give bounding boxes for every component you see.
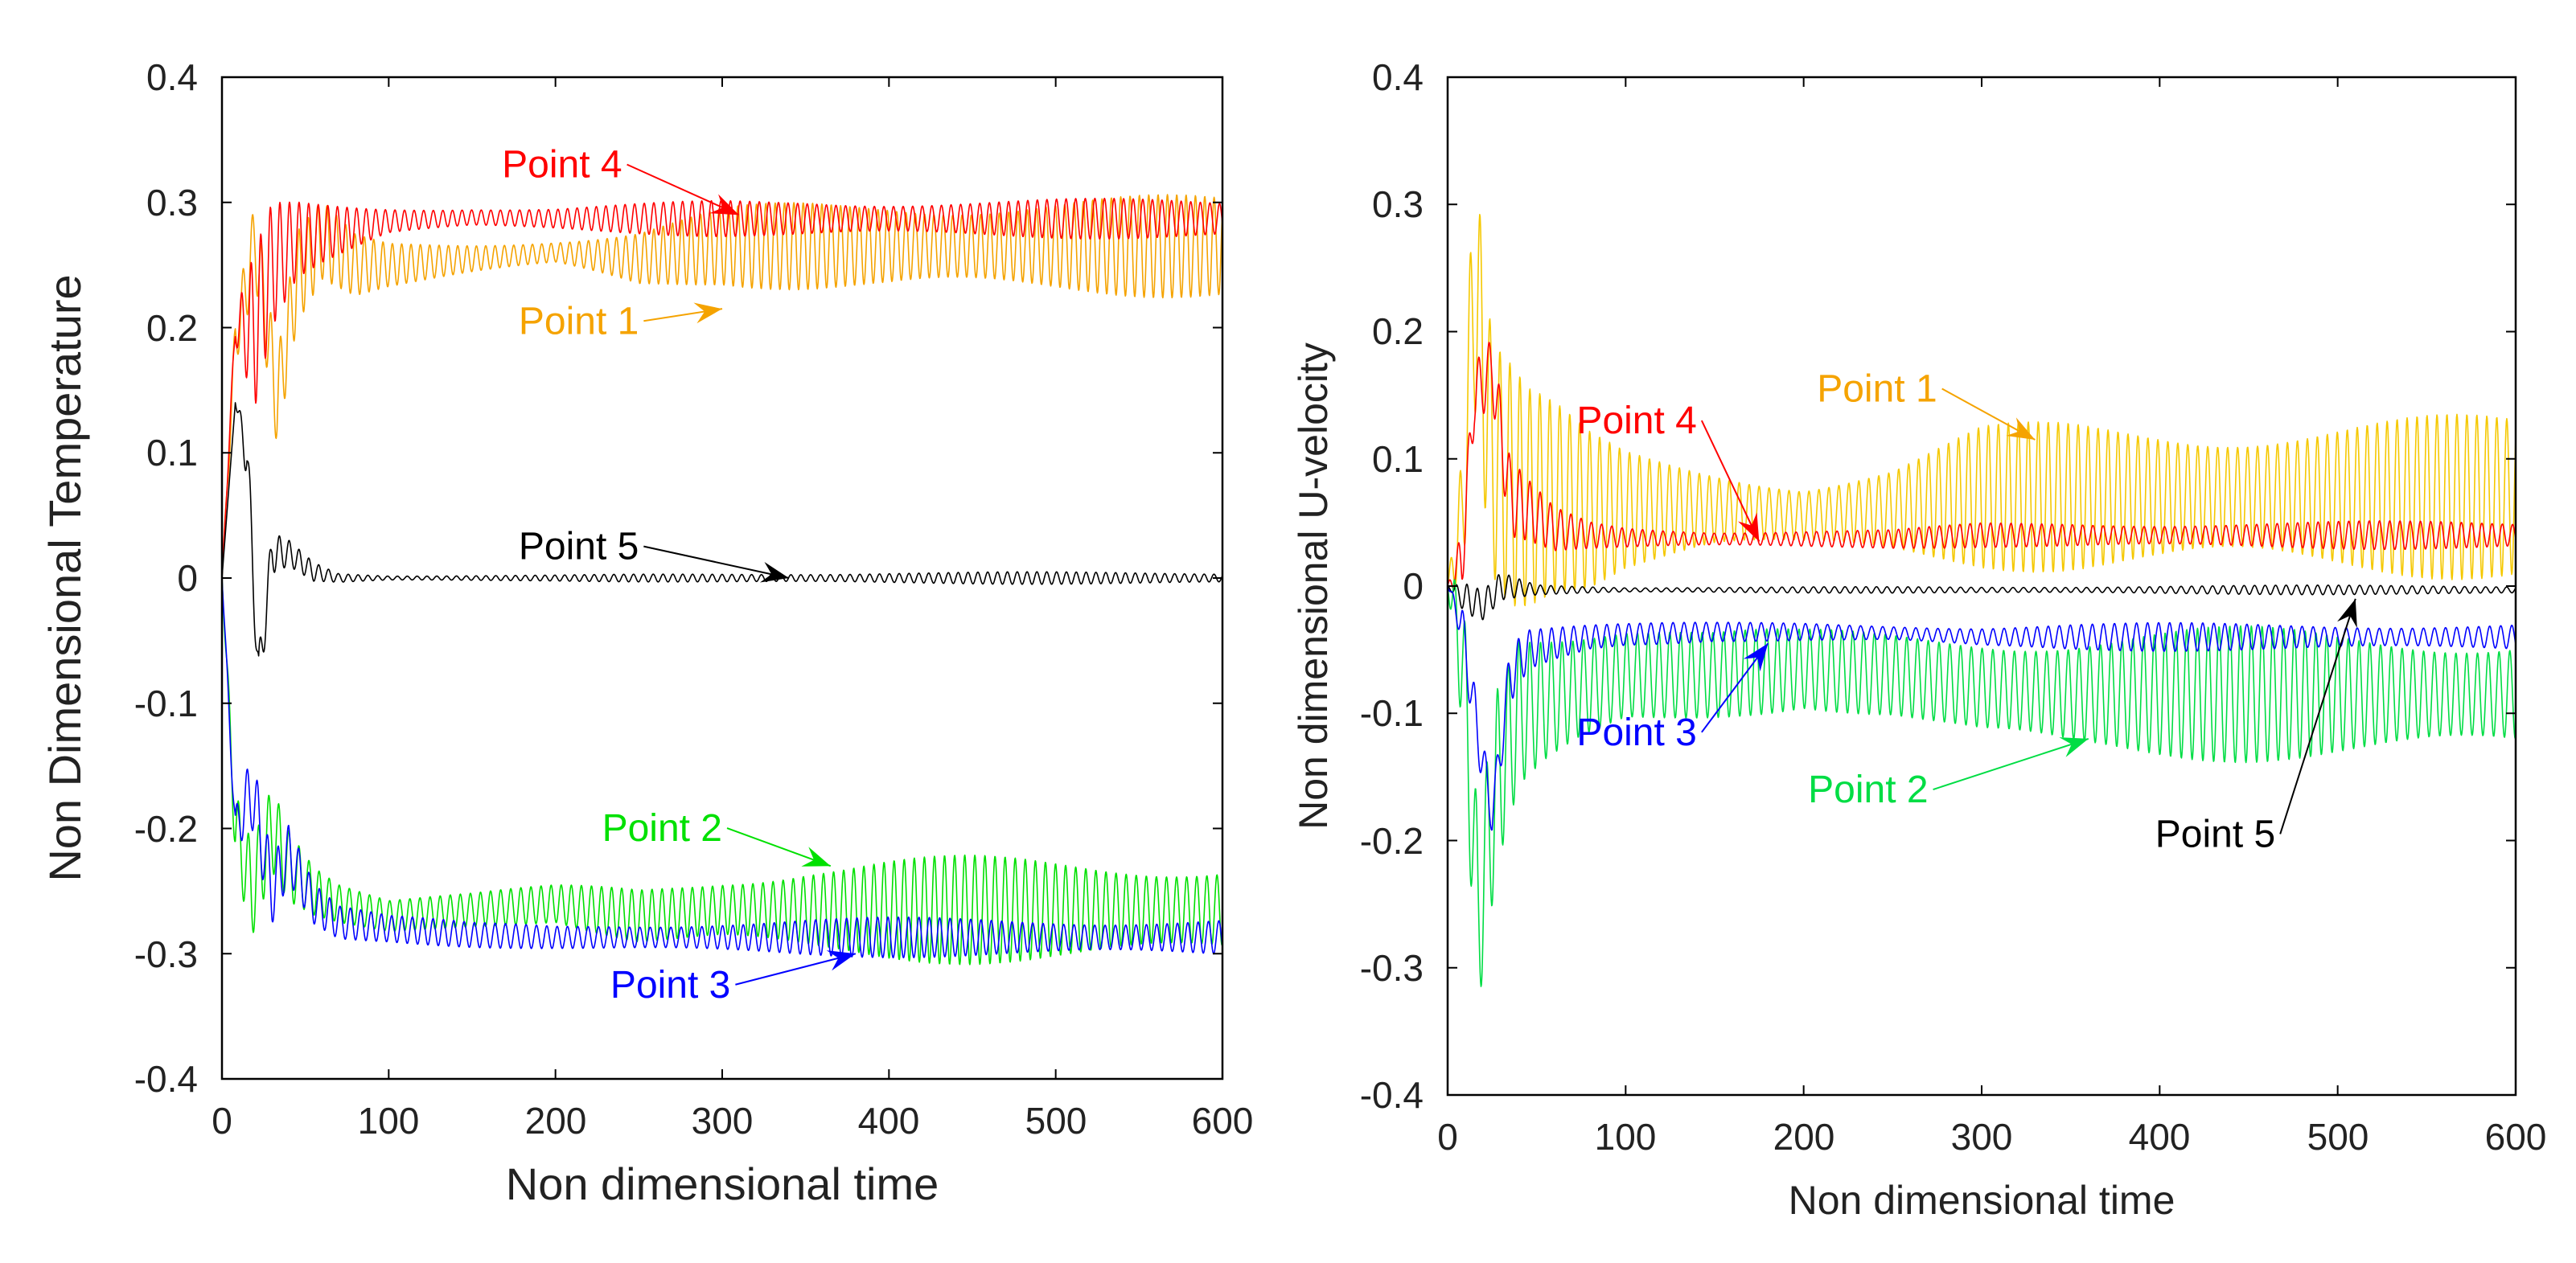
annotation-arrow-head [826,950,856,971]
u-velocity-annotation-arrows [1700,388,2357,834]
series-line-point-1 [221,194,1223,579]
annotation-arrow-line [627,163,740,216]
u-velocity-annotation-label: Point 2 [1808,769,1928,811]
temperature-ytick-label: 0.3 [146,182,198,223]
series-line-point-5 [1447,574,2516,621]
u-velocity-xtick-label: 200 [1773,1116,1835,1158]
series-line-point-5 [221,402,1223,657]
u-velocity-xtick-label: 500 [2307,1116,2369,1158]
annotation-arrow-head [1738,512,1760,542]
annotation-arrow-line [2279,598,2356,834]
u-velocity-xtick-label: 600 [2485,1116,2547,1158]
temperature-ytick-label: 0 [177,557,198,599]
annotation-arrow-head [1743,643,1769,672]
temperature-ytick-label: -0.3 [134,933,198,975]
temperature-annotation-label: Point 5 [519,526,639,568]
u-velocity-ytick-label: -0.1 [1360,692,1424,734]
u-velocity-annotation-label: Point 3 [1576,711,1696,754]
u-velocity-annotation-label: Point 5 [2155,813,2275,855]
annotation-arrow-line [726,827,832,867]
annotation-arrow-head [2059,737,2089,757]
u-velocity-ytick-label: 0.3 [1372,183,1424,225]
temperature-annotation-label: Point 1 [519,300,639,342]
temperature-annotation-label: Point 2 [602,807,722,850]
temperature-ytick-label: 0.4 [146,56,198,98]
temperature-xtick-label: 600 [1192,1100,1254,1142]
annotation-arrow-head [759,562,789,583]
temperature-ytick-label: -0.1 [134,683,198,724]
temperature-plot-area [221,194,1223,966]
temperature-annotation-label: Point 4 [502,144,622,187]
series-line-point-3 [1447,585,2516,831]
u-velocity-tick-marks [1447,76,2516,1096]
temperature-xtick-label: 500 [1025,1100,1087,1142]
temperature-ytick-label: -0.4 [134,1058,198,1100]
u-velocity-ytick-label: 0.4 [1372,56,1424,98]
temperature-x-axis-title: Non dimensional time [506,1158,939,1209]
series-line-point-4 [221,197,1223,579]
series-line-point-2 [221,577,1223,966]
u-velocity-annotation-label: Point 1 [1817,368,1937,411]
temperature-annotation-label: Point 3 [610,964,730,1007]
annotation-arrow-head [693,302,722,324]
temperature-annotation-arrows [627,163,857,986]
u-velocity-x-axis-title: Non dimensional time [1789,1178,2175,1223]
temperature-tick-marks [221,76,1223,1080]
annotation-arrow-line [1701,642,1769,733]
annotation-arrow-line [1700,420,1760,543]
temperature-xtick-label: 0 [212,1100,232,1142]
series-line-point-2 [1447,579,2516,987]
temperature-xtick-label: 400 [858,1100,920,1142]
temperature-y-axis-title: Non Dimensional Temperature [39,274,90,881]
temperature-ytick-label: 0.1 [146,432,198,474]
annotation-arrow-head [2337,598,2357,629]
u-velocity-axes-box [1446,76,2517,1097]
u-velocity-xtick-label: 100 [1595,1116,1657,1158]
annotation-arrow-line [1933,737,2089,790]
temperature-xtick-label: 100 [358,1100,420,1142]
temperature-ytick-label: -0.2 [134,808,198,850]
u-velocity-plot-area [1447,214,2516,987]
temperature-xtick-label: 200 [525,1100,587,1142]
temperature-xtick-label: 300 [692,1100,754,1142]
u-velocity-ytick-label: -0.3 [1360,947,1424,989]
u-velocity-chart: 0.4 0.3 0.2 0.1 0 -0.1 -0.2 -0.3 -0.4 0 … [1291,56,2546,1223]
annotation-arrow-line [643,545,790,579]
annotation-arrow-head [2006,417,2036,441]
annotation-arrow-head [709,194,739,215]
temperature-ytick-label: 0.2 [146,307,198,349]
u-velocity-y-axis-title: Non dimensional U-velocity [1291,342,1336,830]
u-velocity-ytick-label: 0.1 [1372,438,1424,480]
u-velocity-annotation-label: Point 4 [1576,400,1696,442]
annotation-arrow-head [801,847,831,867]
temperature-chart: 0.4 0.3 0.2 0.1 0 -0.1 -0.2 -0.3 -0.4 0 … [39,56,1253,1209]
u-velocity-xtick-label: 400 [2129,1116,2191,1158]
series-line-point-3 [221,577,1223,959]
u-velocity-ytick-label: -0.4 [1360,1074,1424,1116]
annotation-arrow-line [735,953,857,986]
u-velocity-xtick-label: 300 [1951,1116,2013,1158]
series-line-point-4 [1447,342,2516,589]
u-velocity-ytick-label: -0.2 [1360,820,1424,862]
u-velocity-ytick-label: 0 [1403,565,1424,607]
u-velocity-xtick-label: 0 [1437,1116,1458,1158]
u-velocity-ytick-label: 0.2 [1372,310,1424,352]
